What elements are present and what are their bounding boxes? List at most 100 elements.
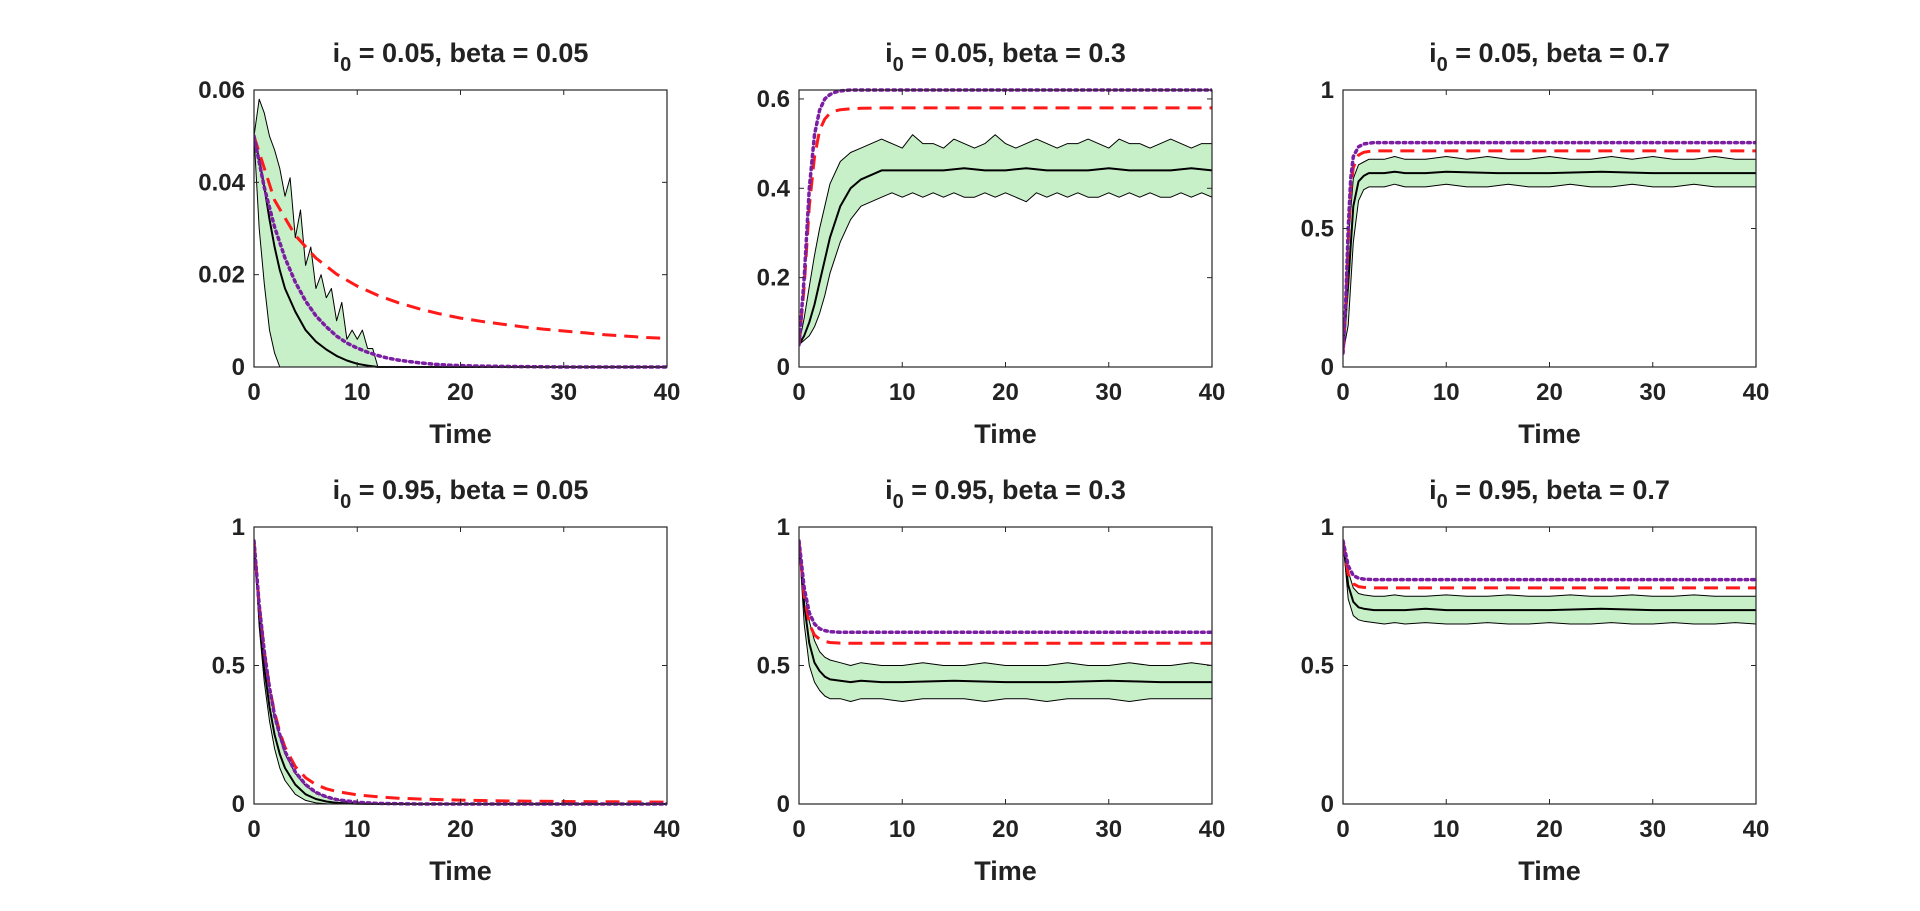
series-dotted xyxy=(799,539,1212,635)
plot-area xyxy=(254,539,667,806)
series-band-upper xyxy=(799,134,1212,345)
series-dotted xyxy=(254,539,667,806)
series-band-upper xyxy=(254,98,667,368)
x-tick-label: 20 xyxy=(1536,379,1563,406)
x-axis-label: Time xyxy=(429,419,492,449)
y-tick-label: 0.4 xyxy=(757,175,791,202)
plot-area xyxy=(1343,539,1756,625)
confidence-band xyxy=(1343,540,1756,624)
y-tick-label: 0.5 xyxy=(1301,653,1334,680)
series-dotted xyxy=(254,134,667,369)
y-tick-label: 0.5 xyxy=(212,653,245,680)
x-tick-label: 40 xyxy=(1199,816,1226,843)
series-band-upper xyxy=(1343,156,1756,354)
series-mean xyxy=(1343,170,1756,354)
x-tick-label: 30 xyxy=(550,816,577,843)
plot-area xyxy=(799,88,1212,347)
x-tick-label: 0 xyxy=(792,816,805,843)
plot-area xyxy=(799,539,1212,702)
x-tick-label: 0 xyxy=(792,379,805,406)
series-dashed xyxy=(1343,149,1756,354)
confidence-band xyxy=(799,540,1212,702)
axes-box xyxy=(253,526,668,805)
series-mean xyxy=(799,167,1212,346)
axes-box xyxy=(1342,89,1757,368)
x-axis-label: Time xyxy=(974,856,1037,886)
x-tick-label: 30 xyxy=(1095,816,1122,843)
x-tick-label: 10 xyxy=(889,816,916,843)
subplot-6: 0 10 20 30 40 0 0.5 1 Time i0 = 0.95, beta = 0.7 xyxy=(1301,475,1770,886)
series-mean xyxy=(254,135,667,368)
y-tick-label: 0.6 xyxy=(757,86,790,113)
x-tick-label: 20 xyxy=(1536,816,1563,843)
series-band-lower xyxy=(1343,183,1756,354)
y-tick-label: 0.02 xyxy=(198,262,245,289)
subplot-title: i0 = 0.05, beta = 0.7 xyxy=(1429,38,1670,76)
x-tick-label: 10 xyxy=(1433,379,1460,406)
y-tick-label: 1 xyxy=(232,514,245,541)
x-tick-label: 20 xyxy=(992,379,1019,406)
y-tick-label: 0.5 xyxy=(1301,216,1334,243)
y-tick-label: 0 xyxy=(777,791,790,818)
series-dashed xyxy=(254,135,667,340)
x-tick-label: 30 xyxy=(1639,816,1666,843)
y-tick-label: 0 xyxy=(1321,791,1334,818)
x-tick-label: 30 xyxy=(1095,379,1122,406)
series-band-lower xyxy=(799,192,1212,346)
x-tick-label: 40 xyxy=(1743,816,1770,843)
series-band-lower xyxy=(1343,540,1756,625)
x-tick-label: 40 xyxy=(1199,379,1226,406)
axes-box xyxy=(1342,526,1757,805)
confidence-band xyxy=(799,134,1212,345)
series-mean xyxy=(799,540,1212,684)
confidence-band xyxy=(254,540,667,804)
x-axis-label: Time xyxy=(974,419,1037,449)
x-tick-label: 0 xyxy=(247,816,260,843)
y-tick-label: 0 xyxy=(232,354,245,381)
x-tick-label: 30 xyxy=(1639,379,1666,406)
y-tick-label: 0 xyxy=(232,791,245,818)
series-dotted xyxy=(1343,539,1756,582)
series-dashed xyxy=(799,106,1212,345)
y-tick-label: 0 xyxy=(1321,354,1334,381)
confidence-band xyxy=(1343,156,1756,354)
series-dotted xyxy=(1343,140,1756,355)
x-tick-label: 0 xyxy=(1336,379,1349,406)
series-dashed xyxy=(254,540,667,804)
y-tick-label: 0.06 xyxy=(198,77,245,104)
plot-area xyxy=(1343,140,1756,355)
series-dashed xyxy=(1343,540,1756,590)
x-tick-label: 20 xyxy=(992,816,1019,843)
x-tick-label: 10 xyxy=(344,379,371,406)
series-band-lower xyxy=(254,540,667,805)
axes-box xyxy=(798,89,1213,368)
subplot-3: 0 10 20 30 40 0 0.5 1 Time i0 = 0.05, beta = 0.7 xyxy=(1301,38,1770,449)
subplot-4: 0 10 20 30 40 0 0.5 1 Time i0 = 0.95, beta = 0.05 xyxy=(212,475,681,886)
y-tick-label: 0 xyxy=(777,354,790,381)
series-mean xyxy=(254,540,667,805)
x-tick-label: 40 xyxy=(654,379,681,406)
x-tick-label: 20 xyxy=(447,816,474,843)
subplot-title: i0 = 0.05, beta = 0.05 xyxy=(333,38,589,76)
x-tick-label: 10 xyxy=(1433,816,1460,843)
subplot-title: i0 = 0.95, beta = 0.3 xyxy=(885,475,1126,513)
series-band-upper xyxy=(799,540,1212,666)
y-tick-label: 1 xyxy=(1321,514,1334,541)
series-band-lower xyxy=(799,540,1212,702)
x-axis-label: Time xyxy=(429,856,492,886)
series-band-upper xyxy=(1343,540,1756,597)
subplot-5: 0 10 20 30 40 0 0.5 1 Time i0 = 0.95, beta = 0.3 xyxy=(757,475,1226,886)
x-tick-label: 40 xyxy=(1743,379,1770,406)
series-dotted xyxy=(799,88,1212,347)
subplot-title: i0 = 0.95, beta = 0.05 xyxy=(333,475,589,513)
subplot-title: i0 = 0.95, beta = 0.7 xyxy=(1429,475,1670,513)
subplot-2: 0 10 20 30 40 0 0.2 0.4 0.6 Time i0 = 0.05, beta =… xyxy=(757,38,1226,449)
y-tick-label: 0.04 xyxy=(198,169,245,196)
x-axis-label: Time xyxy=(1518,419,1581,449)
x-tick-label: 20 xyxy=(447,379,474,406)
series-dashed xyxy=(799,540,1212,645)
confidence-band xyxy=(254,99,667,367)
subplot-title: i0 = 0.05, beta = 0.3 xyxy=(885,38,1126,76)
x-tick-label: 0 xyxy=(1336,816,1349,843)
